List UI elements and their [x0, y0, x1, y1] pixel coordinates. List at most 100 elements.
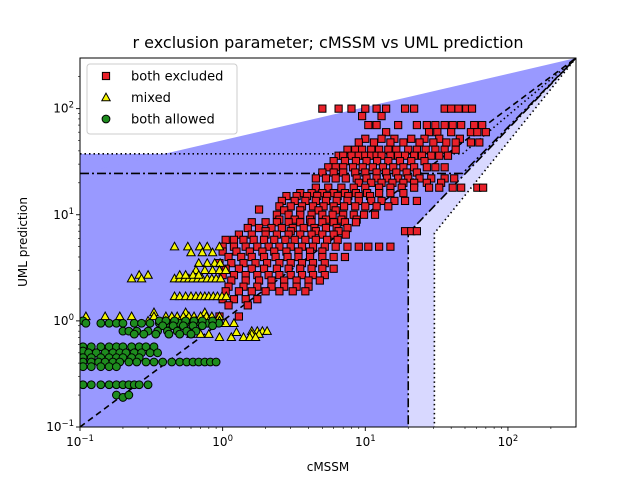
point-both-excluded	[375, 242, 384, 251]
point-both-excluded	[280, 206, 289, 215]
point-both-excluded	[301, 287, 310, 296]
point-both-allowed	[86, 362, 96, 372]
point-both-excluded	[261, 287, 270, 296]
point-both-excluded	[241, 242, 250, 251]
point-both-excluded	[281, 235, 290, 244]
point-mixed	[126, 311, 137, 321]
point-both-excluded	[232, 247, 241, 256]
point-both-allowed	[124, 357, 134, 367]
point-both-excluded	[290, 235, 299, 244]
point-both-excluded	[410, 183, 419, 192]
point-mixed	[185, 247, 197, 257]
point-both-excluded	[239, 235, 248, 244]
x-tick-label: 100	[212, 434, 233, 449]
point-both-excluded	[467, 104, 477, 113]
y-tick-label: 101	[53, 207, 74, 222]
point-both-excluded	[429, 138, 438, 147]
point-both-excluded	[415, 174, 424, 183]
point-both-excluded	[384, 157, 393, 166]
point-both-excluded	[359, 210, 369, 219]
point-both-excluded	[253, 282, 262, 291]
point-both-excluded	[451, 138, 460, 147]
point-both-excluded	[339, 202, 349, 211]
point-both-excluded	[375, 188, 384, 198]
point-both-allowed	[104, 362, 114, 372]
point-both-excluded	[280, 282, 289, 291]
point-both-excluded	[384, 202, 393, 211]
point-mixed	[228, 317, 239, 327]
point-both-excluded	[390, 196, 399, 206]
point-mixed	[202, 257, 213, 267]
point-both-excluded	[329, 252, 338, 262]
point-both-excluded	[412, 196, 421, 206]
point-both-excluded	[364, 120, 373, 130]
point-both-excluded	[358, 112, 367, 121]
point-both-excluded	[450, 174, 459, 183]
point-both-excluded	[259, 235, 269, 244]
point-both-allowed	[132, 357, 142, 367]
x-tick-label: 102	[498, 434, 519, 449]
x-tick-label: 101	[355, 434, 376, 449]
point-mixed	[250, 331, 261, 342]
point-both-excluded	[323, 235, 332, 244]
point-both-excluded	[447, 104, 456, 113]
point-both-excluded	[329, 264, 338, 273]
point-both-excluded	[340, 252, 350, 262]
point-both-excluded	[261, 218, 270, 227]
point-mixed	[214, 331, 225, 342]
point-both-excluded	[400, 196, 410, 206]
point-both-excluded	[259, 264, 269, 273]
point-both-excluded	[275, 271, 284, 280]
point-mixed	[220, 264, 231, 274]
legend-marker-both-allowed	[101, 114, 111, 124]
legend-label: both allowed	[131, 113, 215, 128]
point-both-excluded	[435, 183, 444, 192]
point-both-excluded	[234, 264, 244, 273]
point-mixed	[203, 328, 214, 338]
point-both-excluded	[354, 138, 363, 147]
point-mixed	[197, 247, 208, 257]
point-mixed	[194, 241, 205, 251]
point-mixed	[180, 269, 191, 279]
axes-frame	[79, 57, 577, 428]
point-both-allowed	[164, 329, 174, 339]
point-both-excluded	[253, 242, 262, 251]
point-mixed	[193, 257, 204, 267]
point-both-excluded	[315, 276, 324, 285]
point-both-excluded	[341, 174, 350, 183]
point-both-excluded	[361, 104, 370, 113]
point-both-allowed	[104, 380, 114, 390]
point-both-excluded	[424, 128, 434, 137]
point-both-excluded	[297, 271, 307, 280]
point-both-excluded	[321, 174, 331, 183]
point-both-excluded	[284, 218, 293, 227]
point-both-excluded	[479, 183, 488, 192]
point-both-excluded	[247, 264, 256, 273]
y-tick-label: 100	[53, 313, 74, 328]
point-both-excluded	[308, 271, 318, 280]
point-both-excluded	[443, 151, 453, 160]
point-both-excluded	[382, 128, 391, 137]
chart-title: r exclusion parameter; cMSSM vs UML pred…	[132, 33, 523, 52]
point-both-excluded	[372, 104, 381, 113]
legend-label: mixed	[131, 91, 171, 106]
point-mixed	[214, 241, 225, 251]
point-both-excluded	[253, 295, 262, 304]
point-both-allowed	[139, 329, 149, 339]
point-mixed	[215, 273, 226, 283]
point-both-excluded	[399, 188, 408, 198]
point-both-excluded	[354, 178, 363, 187]
point-both-excluded	[382, 104, 391, 113]
point-both-excluded	[470, 120, 479, 130]
point-both-allowed	[118, 318, 128, 328]
point-both-excluded	[318, 104, 327, 113]
point-both-excluded	[282, 191, 291, 201]
point-both-excluded	[234, 230, 244, 239]
point-both-excluded	[361, 202, 370, 211]
point-both-excluded	[394, 120, 403, 130]
point-mixed	[182, 241, 193, 251]
point-both-excluded	[249, 235, 258, 244]
point-mixed	[226, 331, 237, 342]
point-both-excluded	[382, 174, 392, 183]
point-mixed	[148, 311, 160, 321]
